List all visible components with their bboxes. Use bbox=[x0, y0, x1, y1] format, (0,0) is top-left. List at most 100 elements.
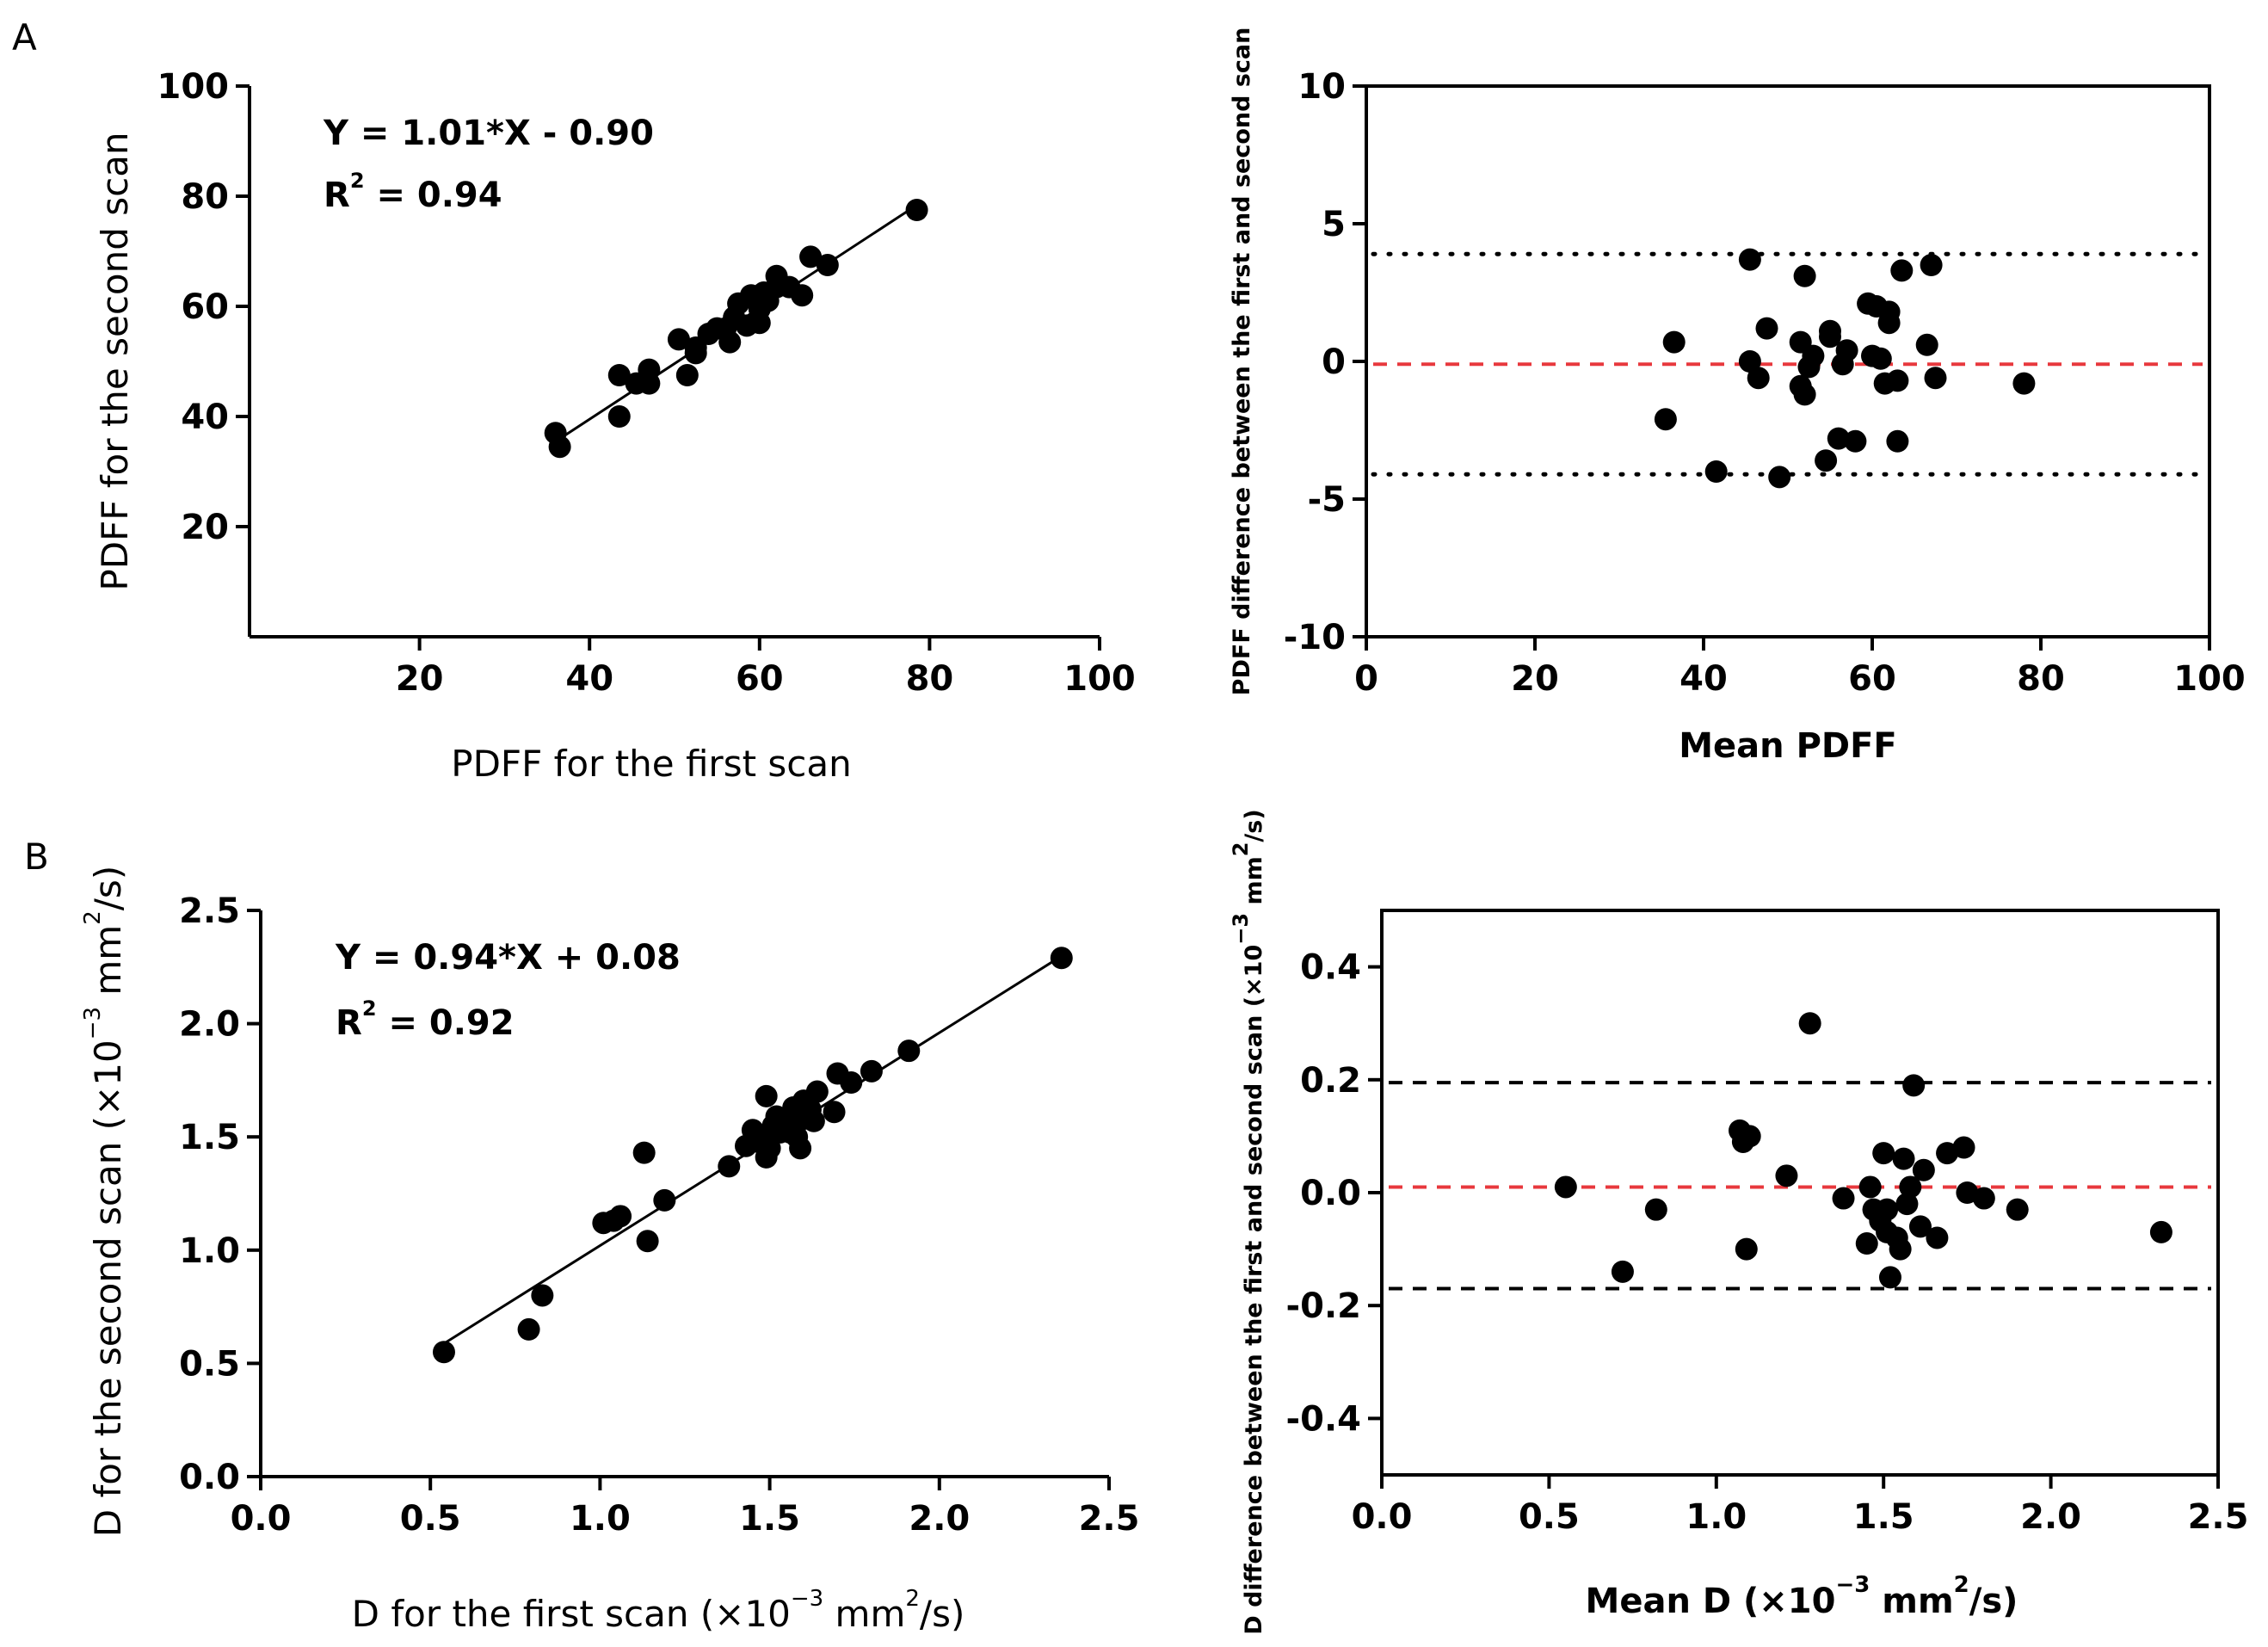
b1-y-tick-label: 2.0 bbox=[179, 1005, 240, 1045]
a1-y-tick-label: 40 bbox=[181, 398, 229, 437]
b1-points bbox=[432, 947, 1073, 1364]
b2-data-point bbox=[1611, 1260, 1634, 1283]
b2-x-label: Mean D (×10−3 mm2/s) bbox=[1586, 1572, 2018, 1621]
b1-data-point bbox=[653, 1188, 676, 1212]
b1-data-point bbox=[531, 1284, 554, 1307]
b2-x-tick-label: 0.0 bbox=[1352, 1497, 1413, 1537]
a1-data-point bbox=[748, 312, 771, 335]
a2-data-point bbox=[1844, 429, 1867, 453]
b2-data-point bbox=[1554, 1175, 1577, 1199]
b1-data-point bbox=[802, 1109, 825, 1132]
a1-x-tick-label: 80 bbox=[906, 659, 954, 699]
b2-x-tick-label: 2.5 bbox=[2188, 1497, 2249, 1537]
b1-x-tick-label: 2.5 bbox=[1079, 1499, 1140, 1539]
a1-data-point bbox=[718, 330, 742, 354]
b2-data-point bbox=[1902, 1074, 1926, 1097]
a2-data-point bbox=[1768, 466, 1791, 489]
a1-r2: R2 = 0.94 bbox=[324, 169, 502, 215]
b2-data-point bbox=[1775, 1164, 1798, 1187]
a2-y-tick-label: 0 bbox=[1322, 342, 1346, 382]
a1-data-point bbox=[607, 364, 631, 386]
a1-x-tick-label: 100 bbox=[1063, 659, 1136, 699]
b2-y-tick-label: 0.0 bbox=[1300, 1174, 1361, 1213]
a2-data-point bbox=[1738, 248, 1761, 271]
b2-points bbox=[1554, 1012, 2172, 1289]
a2-data-point bbox=[1877, 300, 1901, 324]
a2-data-point bbox=[1869, 347, 1892, 370]
a2-data-point bbox=[1915, 333, 1938, 356]
a1-data-point bbox=[684, 342, 707, 365]
b1-data-point bbox=[840, 1071, 863, 1095]
a2-y-label: PDFF difference between the first and se… bbox=[1229, 28, 1255, 696]
a2-x-tick-label: 60 bbox=[1848, 659, 1896, 699]
b2-y-tick-label: 0.4 bbox=[1300, 948, 1361, 988]
chart-a-bland-altman: 0 20 40 60 80 100 -10 -5 0 5 10 Mean PDFF PDFF dif… bbox=[1229, 28, 2246, 766]
b2-data-point bbox=[1895, 1193, 1919, 1216]
b1-x-label: D for the first scan (×10−3 mm2/s) bbox=[352, 1586, 965, 1635]
b2-data-point bbox=[1878, 1266, 1901, 1289]
a2-data-point bbox=[1819, 325, 1841, 349]
a1-data-point bbox=[799, 245, 823, 268]
a2-data-point bbox=[1924, 367, 1947, 390]
chart-b-regression: 0.0 0.5 1.0 1.5 2.0 2.5 0.0 0.5 1.0 1.5 2.0 2.5 Y =… bbox=[80, 866, 1139, 1635]
a2-data-point bbox=[1802, 344, 1825, 367]
a1-ticks: 20 40 60 80 100 20 40 60 80 100 bbox=[157, 67, 1136, 699]
b2-data-point bbox=[1876, 1198, 1899, 1221]
a1-y-label: PDFF for the second scan bbox=[94, 132, 136, 590]
a1-x-tick-label: 20 bbox=[396, 659, 444, 699]
b2-ticks: 0.0 0.5 1.0 1.5 2.0 2.5 -0.4 -0.2 0.0 0.2 0.4 bbox=[1286, 948, 2249, 1537]
b2-data-point bbox=[1908, 1215, 1932, 1238]
a1-data-point bbox=[791, 284, 814, 307]
b2-data-point bbox=[2006, 1198, 2029, 1221]
a1-x-tick-label: 40 bbox=[565, 659, 613, 699]
b1-data-point bbox=[758, 1137, 781, 1160]
b2-data-point bbox=[1858, 1175, 1882, 1199]
a2-data-point bbox=[2012, 372, 2036, 395]
panel-label-b: B bbox=[24, 836, 49, 878]
b2-data-point bbox=[1855, 1232, 1878, 1255]
a2-x-tick-label: 80 bbox=[2017, 659, 2065, 699]
a2-points bbox=[1654, 248, 2036, 489]
b1-y-label: D for the second scan (×10−3 mm2/s) bbox=[80, 866, 129, 1537]
a2-plot-frame bbox=[1365, 84, 2211, 638]
b1-y-tick-label: 1.0 bbox=[179, 1231, 240, 1271]
b2-data-point bbox=[1889, 1237, 1912, 1261]
a2-data-point bbox=[1920, 254, 1943, 276]
a1-data-point bbox=[905, 199, 928, 221]
panel-label-a: A bbox=[12, 16, 37, 59]
a1-data-point bbox=[548, 435, 571, 459]
b2-y-tick-label: 0.2 bbox=[1300, 1061, 1361, 1101]
b1-y-tick-label: 0.0 bbox=[179, 1458, 240, 1497]
b1-data-point bbox=[805, 1080, 829, 1103]
b1-ticks: 0.0 0.5 1.0 1.5 2.0 2.5 0.0 0.5 1.0 1.5 2.0 2.5 bbox=[179, 891, 1139, 1539]
b2-data-point bbox=[1832, 1187, 1855, 1210]
b1-data-point bbox=[718, 1155, 741, 1178]
a2-data-point bbox=[1793, 264, 1816, 287]
b2-x-tick-label: 1.0 bbox=[1686, 1497, 1747, 1537]
b1-x-tick-label: 2.0 bbox=[909, 1499, 970, 1539]
b2-data-point bbox=[2149, 1220, 2172, 1243]
b1-data-point bbox=[897, 1039, 921, 1063]
a1-data-point bbox=[816, 254, 839, 276]
a1-data-point bbox=[667, 328, 690, 351]
a1-data-point bbox=[675, 364, 699, 386]
b1-data-point bbox=[789, 1137, 812, 1160]
b2-x-tick-label: 1.5 bbox=[1853, 1497, 1914, 1537]
b1-data-point bbox=[609, 1205, 632, 1228]
a2-data-point bbox=[1662, 330, 1686, 354]
a2-y-tick-label: 10 bbox=[1297, 67, 1346, 107]
b1-data-point bbox=[517, 1317, 540, 1341]
a2-x-tick-label: 0 bbox=[1354, 659, 1378, 699]
b1-y-tick-label: 1.5 bbox=[179, 1118, 240, 1157]
a1-equation: Y = 1.01*X - 0.90 bbox=[323, 114, 654, 153]
a1-data-point bbox=[638, 358, 661, 381]
b1-x-tick-label: 0.5 bbox=[400, 1499, 461, 1539]
b1-x-tick-label: 1.0 bbox=[570, 1499, 631, 1539]
a2-x-tick-label: 40 bbox=[1679, 659, 1728, 699]
a2-data-point bbox=[1886, 369, 1909, 392]
b2-x-tick-label: 0.5 bbox=[1519, 1497, 1580, 1537]
b2-data-point bbox=[1644, 1198, 1667, 1221]
a1-y-tick-label: 60 bbox=[181, 287, 229, 327]
a2-data-point bbox=[1793, 383, 1816, 406]
